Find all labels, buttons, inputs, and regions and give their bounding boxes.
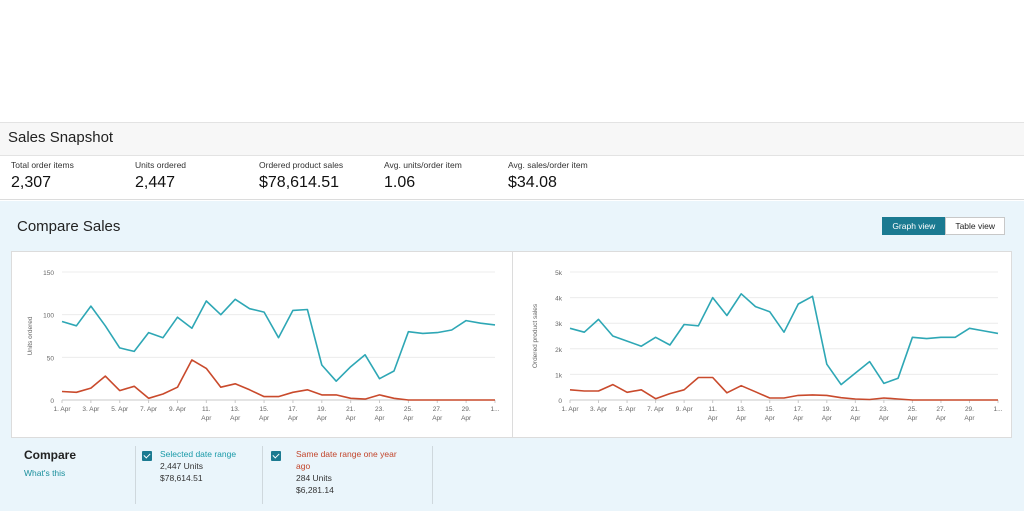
- y-tick-label: 100: [43, 313, 54, 320]
- x-tick-label: 29. Apr: [964, 406, 975, 422]
- metric-label: Units ordered: [135, 160, 187, 170]
- x-tick-label: 19. Apr: [822, 406, 833, 422]
- metrics-row: Total order items 2,307 Units ordered 2,…: [0, 156, 1024, 200]
- x-tick-label: 25. Apr: [907, 406, 918, 422]
- x-tick-label: 5. Apr: [619, 406, 637, 413]
- x-tick-label: 13. Apr: [736, 406, 747, 422]
- x-tick-label: 3. Apr: [590, 406, 608, 413]
- previous-range-sales: $6,281.14: [296, 485, 334, 495]
- x-tick-label: 1. Apr: [562, 406, 580, 413]
- x-tick-label: 9. Apr: [169, 406, 187, 413]
- y-tick-label: 150: [43, 270, 54, 277]
- separator: [432, 446, 433, 504]
- x-tick-label: 27. Apr: [432, 406, 443, 422]
- x-tick-label: 29. Apr: [461, 406, 472, 422]
- charts-container: 0 50 100 150 Units ordered 1. Apr 3. Apr 5. Apr…: [11, 251, 1012, 438]
- selected-range-checkbox[interactable]: [142, 451, 152, 461]
- graph-view-button[interactable]: Graph view: [882, 217, 946, 235]
- x-tick-label: 15. Apr: [259, 406, 270, 422]
- y-tick-label: 50: [47, 355, 55, 362]
- view-toggle: Graph view Table view: [882, 217, 1005, 235]
- metric-value: 2,447: [135, 174, 176, 191]
- separator: [135, 446, 136, 504]
- x-tick-label: 15. Apr: [765, 406, 776, 422]
- x-tick-label: 27. Apr: [936, 406, 947, 422]
- x-tick-label: 23. Apr: [879, 406, 890, 422]
- selected-range-label: Selected date range: [160, 449, 237, 459]
- x-tick-label: 3. Apr: [82, 406, 100, 413]
- x-tick-label: 25. Apr: [403, 406, 414, 422]
- x-tick-label: 7. Apr: [140, 406, 158, 413]
- sales-snapshot-title: Sales Snapshot: [8, 129, 114, 146]
- ordered-product-sales-chart: 0 1k 2k 3k 4k 5k Ordered product sales 1. Apr 3.…: [532, 270, 1003, 422]
- previous-range-units: 284 Units: [296, 473, 332, 483]
- x-tick-label: 19. Apr: [317, 406, 328, 422]
- metric-avg-units-per-order-item: Avg. units/order item 1.06: [384, 160, 462, 192]
- metric-total-order-items: Total order items 2,307: [11, 160, 74, 192]
- x-tick-label: 21. Apr: [346, 406, 357, 422]
- x-tick-label: 7. Apr: [647, 406, 665, 413]
- selected-range-line: [61, 298, 496, 382]
- y-tick-label: 1k: [555, 372, 563, 379]
- metric-value: $78,614.51: [259, 174, 340, 191]
- metric-value: 1.06: [384, 174, 416, 191]
- x-tick-label: 21. Apr: [850, 406, 861, 422]
- compare-sales-title: Compare Sales: [17, 218, 121, 235]
- metric-label: Total order items: [11, 160, 74, 170]
- y-tick-label: 5k: [555, 270, 563, 277]
- y-tick-label: 0: [558, 398, 562, 405]
- selected-range-sales: $78,614.51: [160, 473, 203, 483]
- metric-label: Ordered product sales: [259, 160, 344, 170]
- metric-label: Avg. units/order item: [384, 160, 462, 170]
- previous-range-line: [569, 376, 998, 401]
- y-tick-label: 2k: [555, 347, 563, 354]
- x-tick-label: 11. Apr: [201, 406, 212, 422]
- metric-value: 2,307: [11, 174, 52, 191]
- x-tick-label: 9. Apr: [676, 406, 694, 413]
- x-tick-label: 1...: [993, 406, 1002, 413]
- y-axis-label: Ordered product sales: [532, 303, 539, 368]
- units-ordered-chart: 0 50 100 150 Units ordered 1. Apr 3. Apr 5. Apr…: [27, 270, 500, 422]
- x-tick-label: 17. Apr: [793, 406, 804, 422]
- metric-value: $34.08: [508, 174, 557, 191]
- x-tick-label: 23. Apr: [374, 406, 385, 422]
- selected-range-legend: Selected date range 2,447 Units $78,614.…: [160, 448, 236, 484]
- x-tick-label: 17. Apr: [288, 406, 299, 422]
- sales-snapshot-header: Sales Snapshot: [0, 122, 1024, 156]
- metric-ordered-product-sales: Ordered product sales $78,614.51: [259, 160, 343, 192]
- compare-legend: Compare What's this Selected date range …: [0, 438, 1024, 511]
- chart-divider: [512, 252, 513, 437]
- x-tick-label: 13. Apr: [230, 406, 241, 422]
- compare-sales-panel: Compare Sales Graph view Table view 0 50 1…: [0, 201, 1024, 511]
- x-tick-label: 11. Apr: [708, 406, 719, 422]
- previous-range-line: [61, 359, 495, 401]
- previous-range-label: Same date range one year ago: [296, 449, 397, 471]
- separator: [262, 446, 263, 504]
- compare-footer-title: Compare: [24, 448, 77, 462]
- y-tick-label: 3k: [555, 321, 563, 328]
- table-view-button[interactable]: Table view: [945, 217, 1005, 235]
- previous-range-checkbox[interactable]: [271, 451, 281, 461]
- selected-range-units: 2,447 Units: [160, 461, 203, 471]
- x-tick-label: 1. Apr: [54, 406, 72, 413]
- x-tick-label: 5. Apr: [111, 406, 129, 413]
- selected-range-line: [569, 292, 999, 386]
- metric-label: Avg. sales/order item: [508, 160, 588, 170]
- metric-units-ordered: Units ordered 2,447: [135, 160, 186, 192]
- y-tick-label: 0: [50, 398, 54, 405]
- metric-avg-sales-per-order-item: Avg. sales/order item $34.08: [508, 160, 588, 192]
- previous-range-legend: Same date range one year ago 284 Units $…: [296, 448, 406, 496]
- y-axis-label: Units ordered: [27, 316, 34, 355]
- whats-this-link[interactable]: What's this: [24, 468, 66, 478]
- x-tick-label: 1...: [490, 406, 499, 413]
- y-tick-label: 4k: [555, 296, 563, 303]
